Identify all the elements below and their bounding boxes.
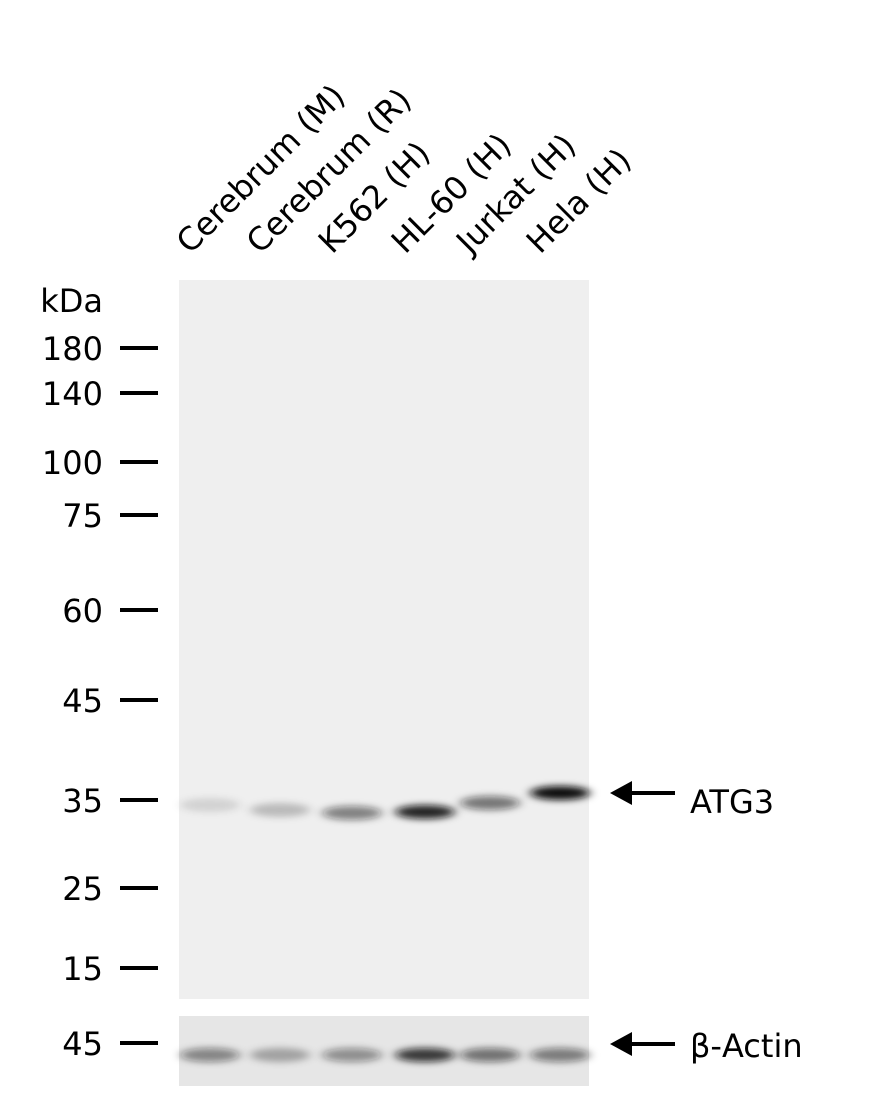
atg3-band <box>460 796 520 810</box>
actin-blot-panel <box>179 1016 589 1086</box>
marker-label: 45 <box>62 682 103 720</box>
actin-band <box>180 1048 240 1062</box>
actin-arrow-icon <box>610 1032 675 1056</box>
atg3-band <box>530 786 590 800</box>
kda-unit-label: kDa <box>40 282 103 320</box>
marker-label: 180 <box>42 330 103 368</box>
atg3-band <box>250 803 310 817</box>
actin-label: β-Actin <box>690 1027 803 1065</box>
actin-band <box>250 1048 310 1062</box>
marker-label: 100 <box>42 444 103 482</box>
actin-band <box>530 1048 590 1062</box>
marker-label: 140 <box>42 375 103 413</box>
marker-label: 25 <box>62 870 103 908</box>
atg3-band <box>395 805 455 819</box>
marker-label: 35 <box>62 782 103 820</box>
atg3-arrow-icon <box>610 781 675 805</box>
actin-marker-label: 45 <box>62 1025 103 1063</box>
atg3-blot-panel <box>179 280 589 999</box>
marker-label: 15 <box>62 950 103 988</box>
atg3-band <box>180 798 240 812</box>
actin-band <box>322 1048 382 1062</box>
actin-band <box>460 1048 520 1062</box>
marker-label: 60 <box>62 592 103 630</box>
atg3-band <box>322 806 382 820</box>
marker-label: 75 <box>62 497 103 535</box>
atg3-label: ATG3 <box>690 783 774 821</box>
actin-band <box>395 1048 455 1062</box>
